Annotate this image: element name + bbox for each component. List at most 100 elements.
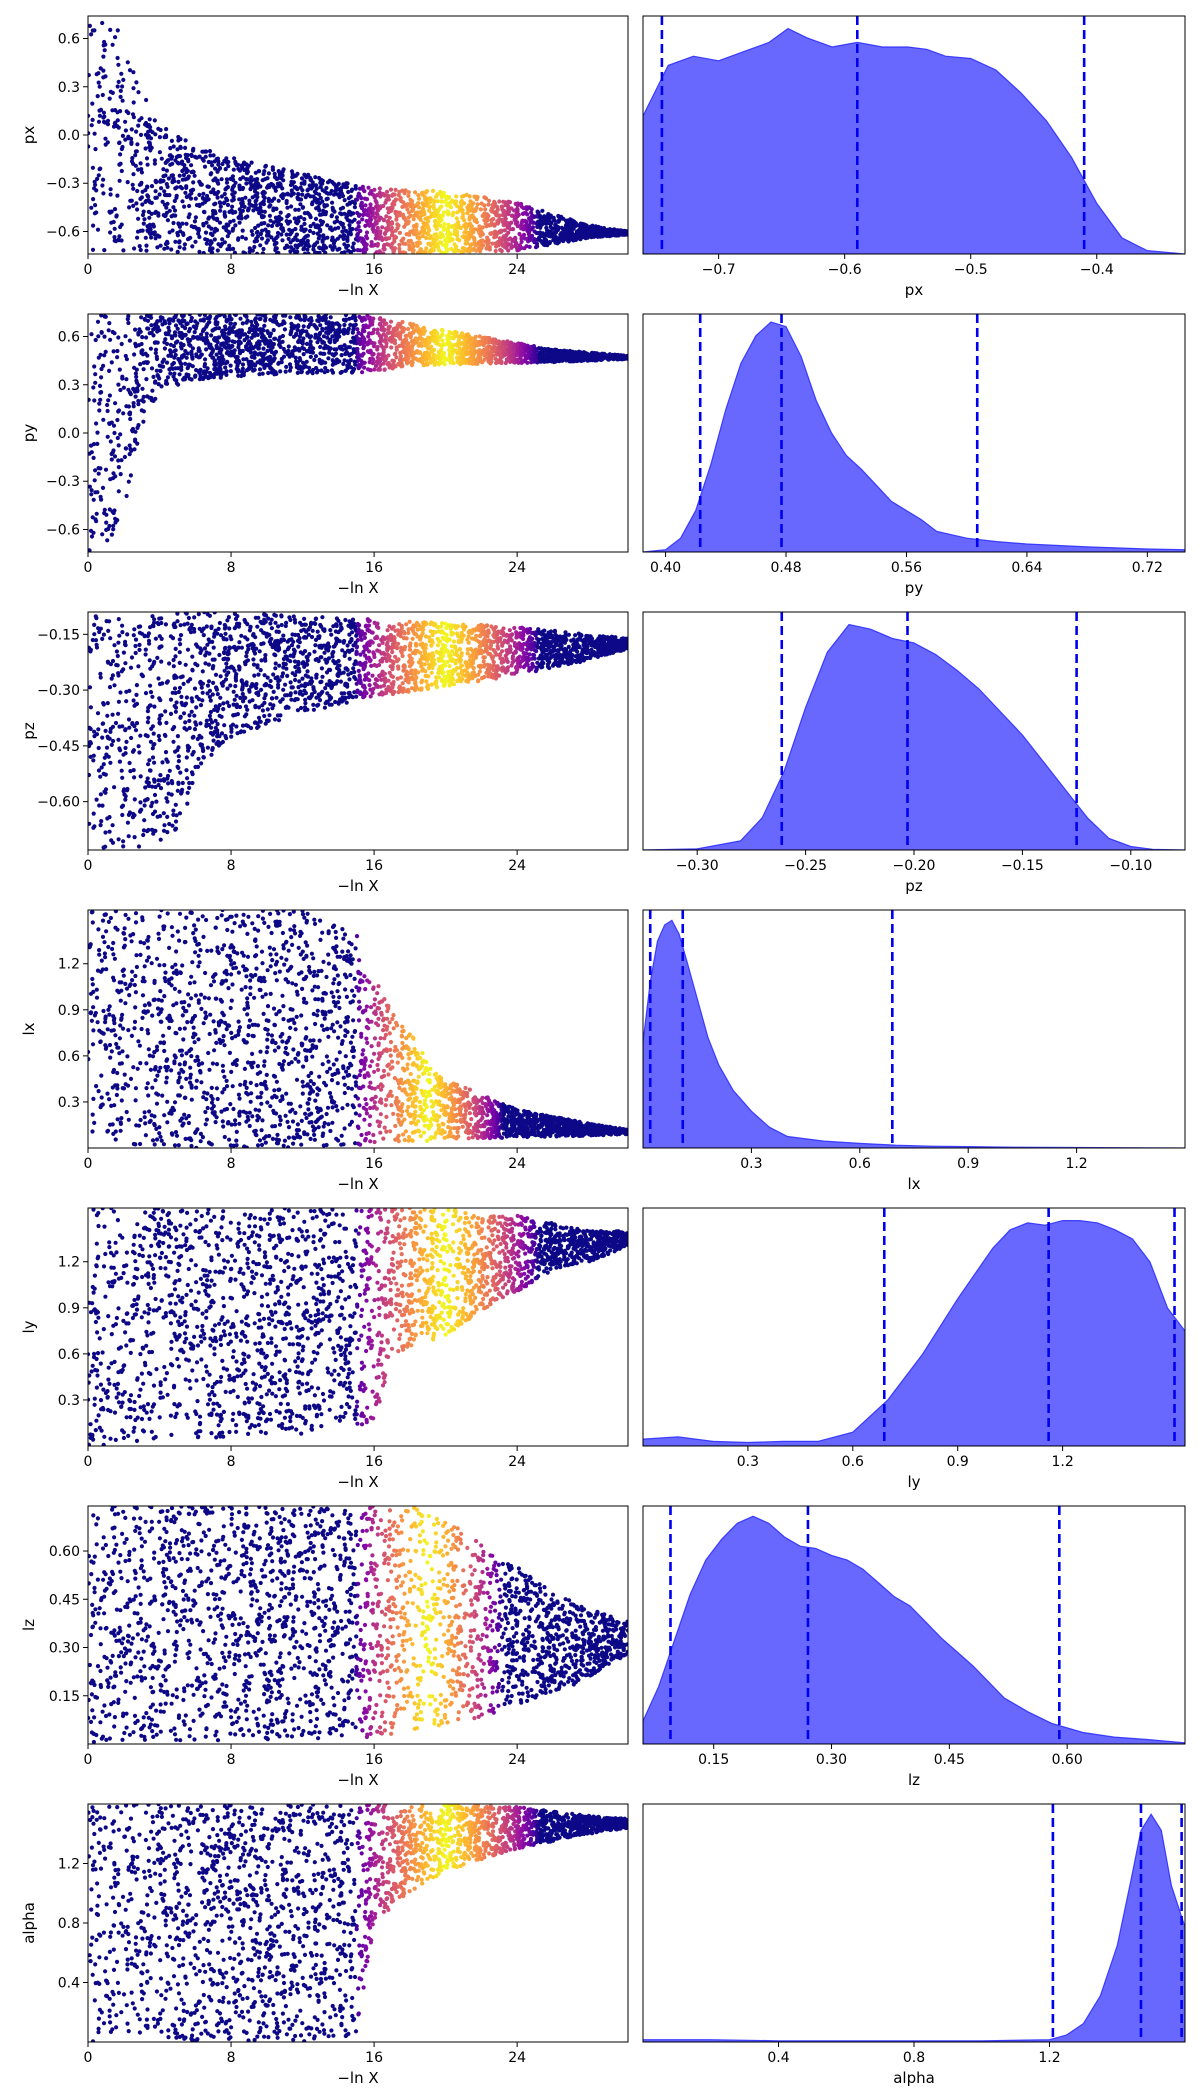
trace-point [121, 77, 126, 82]
trace-point [320, 328, 325, 333]
trace-point [553, 222, 558, 228]
trace-point [184, 170, 189, 175]
trace-point [131, 401, 136, 406]
trace-point [150, 388, 155, 393]
trace-point [106, 398, 111, 403]
trace-point [348, 322, 353, 327]
trace-point [364, 230, 370, 235]
trace-point [297, 366, 302, 371]
trace-point [427, 208, 432, 213]
trace-point [95, 176, 100, 181]
trace-point [115, 55, 120, 61]
trace-point [191, 169, 196, 175]
trace-point [172, 198, 177, 204]
trace-point [236, 373, 241, 378]
trace-point [252, 189, 258, 194]
trace-point [102, 334, 107, 339]
trace-point [232, 321, 238, 326]
trace-point [201, 191, 206, 196]
trace-point [140, 202, 145, 207]
hist-xlabel: px [905, 281, 924, 299]
trace-point [120, 84, 125, 89]
trace-point [134, 201, 139, 206]
trace-point [173, 340, 179, 345]
trace-point [116, 62, 121, 67]
trace-point [227, 243, 232, 248]
trace-point [231, 197, 236, 202]
trace-point [102, 48, 107, 53]
trace-point [173, 352, 178, 358]
trace-point [119, 71, 124, 76]
trace-point [374, 230, 379, 235]
trace-xtick-label: 16 [365, 262, 383, 278]
trace-point [383, 339, 388, 344]
trace-point [382, 247, 387, 252]
trace-point [538, 347, 544, 352]
trace-point [321, 334, 326, 339]
trace-point [111, 124, 117, 129]
trace-point [200, 149, 205, 154]
trace-point [189, 152, 194, 157]
trace-point [350, 370, 355, 375]
trace-point [605, 356, 610, 361]
trace-panel-px: 0 8 16 24−0.6−0.30.00.30.6−ln Xpx [20, 15, 629, 299]
trace-point [96, 119, 102, 124]
trace-point [318, 344, 323, 350]
trace-point [94, 511, 99, 516]
trace-point [213, 363, 218, 368]
trace-point [556, 240, 562, 245]
trace-point [372, 187, 377, 192]
trace-point [139, 195, 144, 200]
trace-point [267, 334, 273, 339]
trace-point [331, 241, 336, 246]
trace-point [384, 214, 389, 219]
trace-point [184, 322, 189, 327]
trace-point [308, 339, 313, 344]
trace-point [183, 190, 188, 195]
trace-point [298, 202, 303, 207]
trace-point [108, 89, 113, 94]
trace-point [252, 244, 257, 250]
trace-point [91, 197, 96, 202]
trace-point [470, 201, 475, 206]
trace-point [295, 238, 300, 243]
trace-point [196, 228, 201, 233]
trace-point [160, 199, 165, 204]
trace-point [133, 371, 138, 376]
trace-point [556, 225, 561, 230]
trace-point [525, 360, 530, 365]
trace-point [401, 236, 406, 241]
trace-point [458, 225, 463, 231]
trace-point [501, 210, 506, 215]
trace-point [454, 233, 460, 238]
trace-point [237, 360, 242, 365]
trace-point [269, 235, 274, 240]
trace-point [153, 236, 158, 241]
trace-point [506, 224, 511, 229]
trace-point [301, 324, 306, 329]
trace-point [407, 232, 412, 237]
trace-point [260, 251, 265, 254]
trace-point [231, 246, 236, 251]
trace-point [213, 201, 218, 206]
trace-point [424, 246, 429, 251]
trace-point [176, 222, 182, 227]
trace-point [300, 345, 305, 350]
trace-point [230, 174, 235, 179]
trace-point [289, 204, 294, 209]
trace-point [110, 108, 115, 113]
trace-point [111, 423, 117, 428]
trace-point [249, 175, 254, 180]
trace-point [389, 225, 394, 230]
trace-point [241, 250, 246, 254]
trace-point [522, 246, 527, 251]
trace-point [211, 178, 216, 183]
trace-point [120, 98, 125, 103]
trace-point [113, 401, 118, 406]
trace-point [111, 523, 116, 528]
trace-point [388, 187, 394, 192]
trace-point [90, 165, 95, 170]
trace-point [296, 192, 301, 197]
trace-point [305, 233, 310, 238]
trace-point [360, 217, 365, 222]
